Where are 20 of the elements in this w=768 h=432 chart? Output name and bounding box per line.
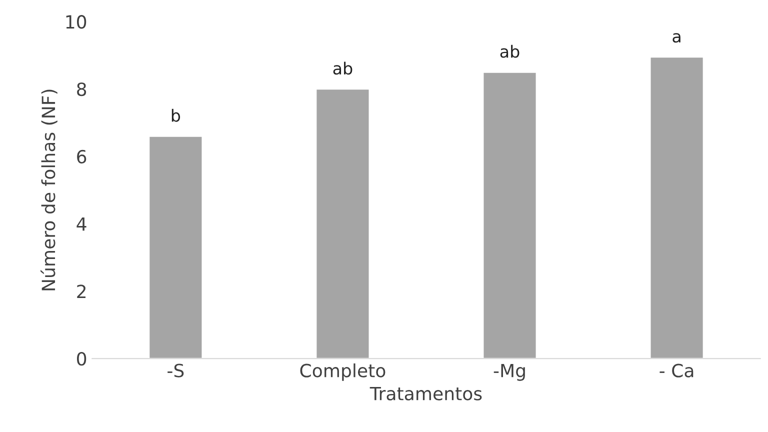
- annotation: ab: [500, 44, 520, 58]
- annotation: a: [672, 33, 680, 43]
- x-tick-label: -S: [168, 364, 184, 378]
- y-tick-label: 10: [66, 15, 86, 29]
- bar: [649, 56, 704, 359]
- y-axis-title: Número de folhas (NF): [40, 90, 58, 290]
- annotation: ab: [333, 62, 352, 75]
- x-tick-label: -Mg: [494, 364, 525, 381]
- y-tick-label: 6: [77, 150, 86, 164]
- bar: [148, 135, 204, 359]
- y-tick-label: 2: [77, 284, 86, 298]
- bar: [315, 88, 370, 359]
- x-axis-title: Tratamentos: [370, 387, 482, 400]
- annotation: b: [172, 108, 180, 122]
- bar: [482, 71, 538, 359]
- y-tick-label: 8: [77, 82, 86, 96]
- y-tick-label: 0: [77, 352, 86, 366]
- y-tick-label: 4: [76, 217, 86, 231]
- x-tick-label: - Ca: [660, 364, 694, 378]
- x-tick-label: Completo: [300, 363, 386, 381]
